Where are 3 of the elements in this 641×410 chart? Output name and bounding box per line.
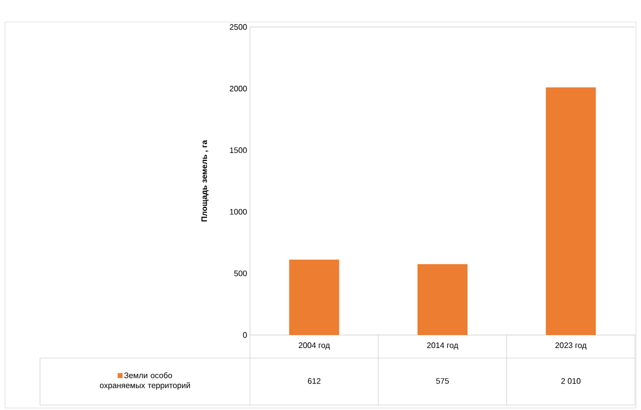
bar [289, 260, 340, 335]
bar [546, 87, 596, 335]
bar [418, 264, 468, 335]
